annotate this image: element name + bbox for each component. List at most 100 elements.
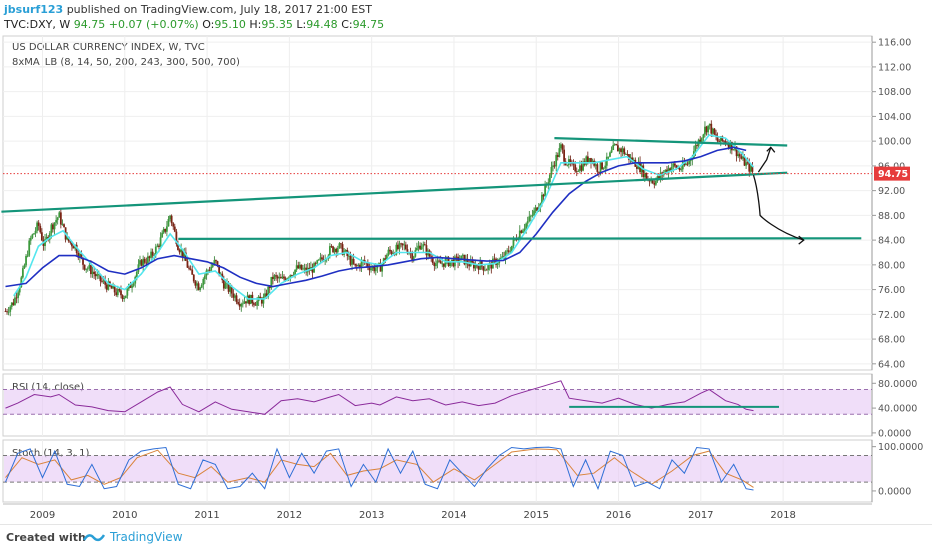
candle-body bbox=[506, 250, 509, 252]
candle-body bbox=[300, 264, 303, 270]
candle-body bbox=[509, 251, 512, 253]
chart-title: US DOLLAR CURRENCY INDEX, W, TVC bbox=[12, 42, 205, 53]
candle-body bbox=[650, 180, 653, 182]
candle-body bbox=[713, 128, 716, 135]
stoch-title: Stoch (14, 3, 1) bbox=[12, 448, 89, 459]
candle-body bbox=[433, 263, 436, 267]
candle-body bbox=[599, 162, 602, 173]
candle-body bbox=[48, 233, 51, 240]
candle-body bbox=[526, 221, 529, 224]
candle-body bbox=[107, 281, 110, 290]
candle-body bbox=[241, 303, 244, 305]
stoch-pane[interactable]: Stoch (14, 3, 1) 100.0000 0.0000 bbox=[2, 439, 923, 503]
candle-body bbox=[389, 249, 391, 252]
pane-frame bbox=[2, 35, 873, 371]
candle-body bbox=[724, 141, 727, 144]
candle-body bbox=[392, 252, 395, 254]
candle-body bbox=[4, 311, 7, 313]
candle-body bbox=[723, 140, 725, 142]
candle-body bbox=[189, 268, 192, 270]
candle-body bbox=[620, 148, 622, 153]
candle-body bbox=[265, 293, 268, 298]
candle-body bbox=[686, 163, 689, 165]
candle-body bbox=[184, 252, 187, 261]
candle-body bbox=[227, 282, 230, 292]
candle-body bbox=[501, 256, 504, 259]
candle-body bbox=[317, 259, 320, 261]
candle-body bbox=[368, 267, 371, 271]
candle-body bbox=[143, 258, 146, 263]
candle-body bbox=[520, 230, 523, 233]
y-tick-label: 40.0000 bbox=[878, 404, 917, 415]
candle-body bbox=[718, 141, 721, 143]
rsi-pane[interactable]: RSI (14, close) 80.0000 40.0000 0.0000 bbox=[2, 373, 917, 439]
candle-body bbox=[191, 269, 194, 275]
trendline bbox=[554, 137, 788, 147]
candle-body bbox=[542, 194, 545, 197]
footer: Created with TradingView bbox=[0, 524, 932, 551]
candle-body bbox=[222, 280, 225, 289]
candle-body bbox=[137, 264, 140, 272]
candle-body bbox=[146, 256, 149, 264]
candle-body bbox=[72, 246, 75, 249]
candle-body bbox=[132, 283, 135, 286]
candle-body bbox=[504, 251, 507, 259]
candle-body bbox=[474, 264, 477, 269]
tradingview-brand[interactable]: TradingView bbox=[110, 530, 183, 544]
candle-body bbox=[192, 274, 195, 282]
candle-body bbox=[617, 145, 619, 152]
candle-body bbox=[245, 301, 247, 304]
candle-body bbox=[167, 218, 170, 227]
candle-body bbox=[169, 215, 171, 219]
candle-body bbox=[25, 255, 27, 266]
candle-body bbox=[115, 292, 118, 296]
candle-body bbox=[653, 183, 656, 185]
price-pane[interactable]: US DOLLAR CURRENCY INDEX, W, TVC 8xMA_LB… bbox=[1, 35, 911, 371]
candle-body bbox=[737, 154, 740, 157]
y-tick-label: 64.00 bbox=[878, 359, 905, 370]
candle-body bbox=[104, 280, 107, 285]
candle-body bbox=[359, 264, 361, 268]
candle-body bbox=[150, 251, 152, 258]
candle-body bbox=[387, 249, 390, 255]
y-tick-label: 104.00 bbox=[878, 112, 911, 123]
candle-body bbox=[493, 258, 496, 260]
candle-body bbox=[254, 304, 257, 306]
y-tick-label: 112.00 bbox=[878, 62, 911, 73]
chart-area[interactable]: US DOLLAR CURRENCY INDEX, W, TVC 8xMA_LB… bbox=[0, 34, 932, 524]
candle-body bbox=[362, 260, 365, 262]
candle-body bbox=[397, 244, 399, 250]
candle-body bbox=[635, 166, 638, 169]
candle-body bbox=[333, 248, 336, 253]
candle-body bbox=[518, 230, 521, 239]
candle-body bbox=[211, 264, 214, 267]
candle-body bbox=[237, 302, 240, 304]
candle-body bbox=[482, 266, 485, 271]
candle-body bbox=[203, 275, 206, 280]
y-tick-label: 88.00 bbox=[878, 211, 905, 222]
candle-body bbox=[26, 255, 29, 257]
candle-body bbox=[496, 263, 499, 265]
low-value: 94.48 bbox=[306, 18, 338, 31]
candle-body bbox=[77, 253, 80, 258]
ma-slow-line bbox=[5, 146, 747, 288]
candle-body bbox=[116, 289, 119, 296]
candle-body bbox=[460, 255, 463, 261]
high-label: H: bbox=[249, 18, 262, 31]
time-axis[interactable]: 2009 2010 2011 2012 2013 2014 2015 2016 2017 2018 bbox=[3, 503, 872, 521]
arrow-head-icon bbox=[798, 235, 805, 245]
candle-body bbox=[748, 162, 751, 172]
candle-body bbox=[605, 156, 608, 166]
candle-body bbox=[604, 165, 607, 169]
candle-body bbox=[579, 165, 581, 171]
candle-body bbox=[83, 264, 86, 270]
candle-body bbox=[15, 297, 18, 299]
candle-body bbox=[742, 156, 744, 159]
candle-body bbox=[675, 165, 678, 169]
x-tick-label: 2012 bbox=[277, 510, 302, 521]
candle-body bbox=[598, 171, 600, 173]
candle-body bbox=[173, 226, 176, 232]
author-link[interactable]: jbsurf123 bbox=[4, 3, 64, 16]
candle-body bbox=[264, 293, 266, 297]
candle-body bbox=[97, 274, 100, 275]
